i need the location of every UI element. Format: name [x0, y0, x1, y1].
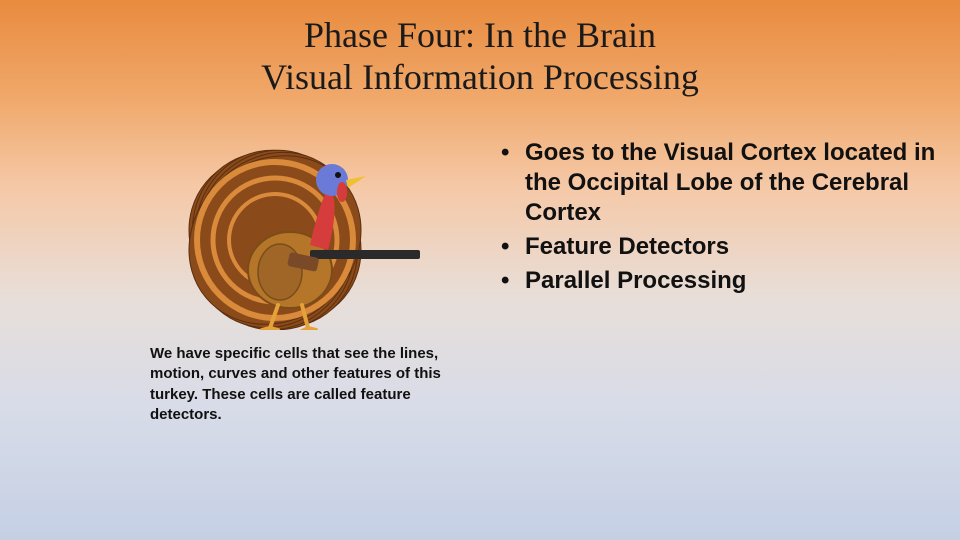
slide-title: Phase Four: In the Brain Visual Informat… — [0, 14, 960, 99]
left-column: We have specific cells that see the line… — [150, 130, 450, 425]
right-column: Goes to the Visual Cortex located in the… — [495, 138, 940, 300]
bullet-list: Goes to the Visual Cortex located in the… — [495, 138, 940, 296]
bullet-item: Goes to the Visual Cortex located in the… — [495, 138, 940, 228]
image-caption: We have specific cells that see the line… — [150, 344, 450, 425]
title-line-2: Visual Information Processing — [0, 56, 960, 98]
turkey-icon — [170, 130, 430, 330]
slide: Phase Four: In the Brain Visual Informat… — [0, 0, 960, 540]
bullet-item: Parallel Processing — [495, 266, 940, 296]
turkey-image — [170, 130, 430, 330]
title-line-1: Phase Four: In the Brain — [0, 14, 960, 56]
bullet-item: Feature Detectors — [495, 232, 940, 262]
